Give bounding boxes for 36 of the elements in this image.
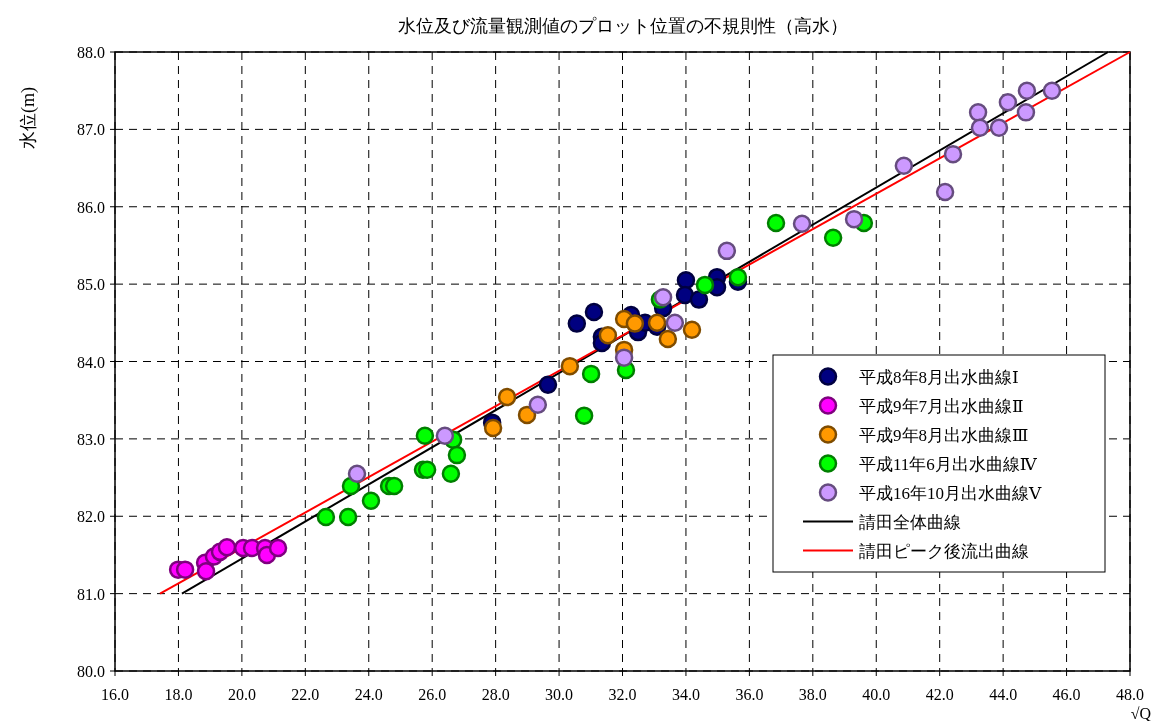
x-tick-label: 16.0: [101, 686, 129, 703]
y-tick-label: 85.0: [77, 276, 105, 294]
legend-label: 平成16年10月出水曲線Ⅴ: [859, 483, 1042, 503]
chart-title: 水位及び流量観測値のプロット位置の不規則性（高水）: [397, 16, 848, 36]
x-tick-label: 36.0: [735, 686, 764, 703]
x-tick-label: 42.0: [925, 686, 954, 703]
y-tick-label: 87.0: [77, 121, 105, 139]
y-tick-label: 80.0: [77, 663, 105, 680]
y-tick-label: 82.0: [77, 508, 105, 526]
x-tick-label: 26.0: [418, 686, 447, 703]
y-tick-label: 88.0: [77, 44, 105, 61]
y-tick-label: 86.0: [77, 198, 105, 216]
x-tick-label: 30.0: [545, 686, 574, 703]
x-tick-label: 48.0: [1116, 686, 1144, 703]
y-tick-label: 83.0: [77, 430, 105, 448]
x-tick-label: 46.0: [1052, 686, 1081, 703]
x-tick-label: 24.0: [354, 686, 383, 703]
x-tick-label: 32.0: [608, 686, 637, 703]
legend-label: 平成8年8月出水曲線Ⅰ: [859, 367, 1019, 387]
x-axis-title: √Q: [1130, 705, 1152, 721]
legend-label: 請田ピーク後流出曲線: [859, 541, 1029, 561]
x-tick-label: 18.0: [164, 686, 193, 703]
x-tick-label: 38.0: [798, 686, 827, 703]
x-tick-label: 44.0: [989, 686, 1018, 703]
legend-label: 平成9年8月出水曲線Ⅲ: [859, 425, 1029, 445]
legend-label: 請田全体曲線: [859, 512, 961, 532]
y-axis-title: 水位(m): [18, 87, 39, 149]
x-tick-label: 34.0: [671, 686, 700, 703]
x-tick-label: 22.0: [291, 686, 320, 703]
y-tick-label: 84.0: [77, 353, 105, 371]
y-tick-label: 81.0: [77, 585, 105, 603]
legend-label: 平成9年7月出水曲線Ⅱ: [859, 396, 1024, 416]
legend-label: 平成11年6月出水曲線Ⅳ: [859, 454, 1038, 474]
x-tick-label: 20.0: [227, 686, 256, 703]
x-tick-label: 40.0: [862, 686, 891, 703]
x-tick-label: 28.0: [481, 686, 510, 703]
